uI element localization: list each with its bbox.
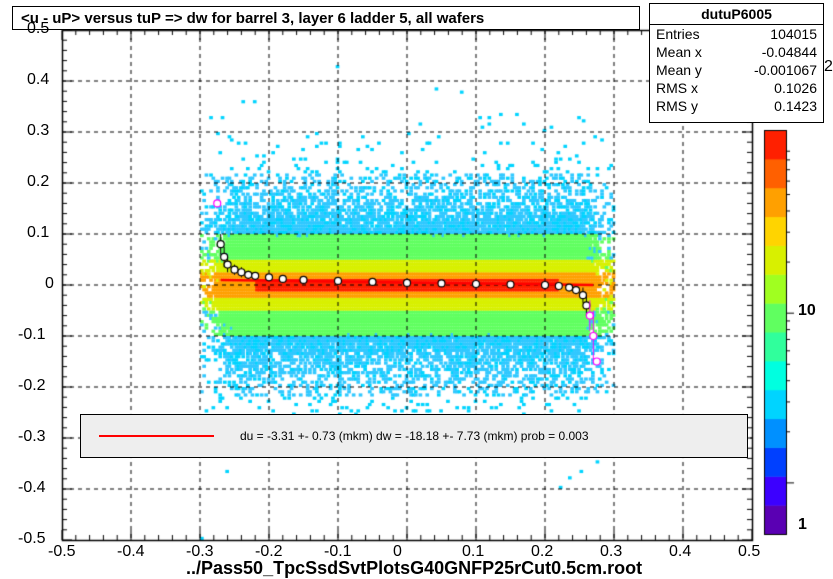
stats-row: Mean y -0.001067 <box>650 61 823 79</box>
x-tick-label: 0.5 <box>738 543 760 561</box>
stats-value: -0.001067 <box>754 62 817 78</box>
stats-label: RMS y <box>656 98 698 114</box>
colorbar-tick-label: 1 <box>798 516 807 534</box>
stats-label: RMS x <box>656 80 698 96</box>
stats-box: dutuP6005 Entries104015Mean x-0.04844Mea… <box>649 3 824 123</box>
y-tick-label: -0.5 <box>18 530 56 548</box>
x-tick-label: 0.3 <box>600 543 622 561</box>
chart-title-box: <u - uP> versus tuP => dw for barrel 3, … <box>12 6 640 30</box>
x-tick-label: -0.4 <box>117 543 145 561</box>
footer-filename: ../Pass50_TpcSsdSvtPlotsG40GNFP25rCut0.5… <box>186 558 642 579</box>
x-tick-label: -0.1 <box>324 543 352 561</box>
x-tick-label: 0.1 <box>462 543 484 561</box>
y-tick-label: 0.1 <box>27 224 56 242</box>
chart-title-text: <u - uP> versus tuP => dw for barrel 3, … <box>21 10 484 27</box>
stats-label: Entries <box>656 26 700 42</box>
x-tick-label: 0.2 <box>531 543 553 561</box>
stats-row: RMS x 0.1026 <box>650 79 823 97</box>
stats-label: Mean y <box>656 62 702 78</box>
fit-result-box: du = -3.31 +- 0.73 (mkm) dw = -18.18 +- … <box>80 414 748 458</box>
stats-value: 0.1026 <box>774 80 817 96</box>
y-tick-label: 0.3 <box>27 122 56 140</box>
y-tick-label: 0.5 <box>27 20 56 38</box>
x-tick-label: 0.4 <box>669 543 691 561</box>
stats-row: Entries 104015 <box>650 25 823 43</box>
log-exponent: 2 <box>824 58 833 76</box>
x-tick-label: -0.2 <box>255 543 283 561</box>
x-tick-label: -0.3 <box>186 543 214 561</box>
stats-row: RMS y 0.1423 <box>650 97 823 115</box>
colorbar-tick-label: 10 <box>798 302 816 320</box>
x-tick-label: 0 <box>393 543 402 561</box>
y-tick-label: 0.2 <box>27 173 56 191</box>
y-tick-label: -0.2 <box>18 377 56 395</box>
plot-container: <u - uP> versus tuP => dw for barrel 3, … <box>0 0 833 579</box>
stats-title: dutuP6005 <box>650 4 823 25</box>
stats-value: -0.04844 <box>762 44 817 60</box>
stats-value: 0.1423 <box>774 98 817 114</box>
fit-result-text: du = -3.31 +- 0.73 (mkm) dw = -18.18 +- … <box>240 429 589 443</box>
y-tick-label: -0.4 <box>18 479 56 497</box>
fit-line-sample <box>99 435 214 438</box>
y-tick-label: -0.3 <box>18 428 56 446</box>
y-tick-label: 0 <box>45 275 56 293</box>
y-tick-label: 0.4 <box>27 71 56 89</box>
stats-row: Mean x -0.04844 <box>650 43 823 61</box>
y-tick-label: -0.1 <box>18 326 56 344</box>
stats-label: Mean x <box>656 44 702 60</box>
stats-value: 104015 <box>770 26 817 42</box>
